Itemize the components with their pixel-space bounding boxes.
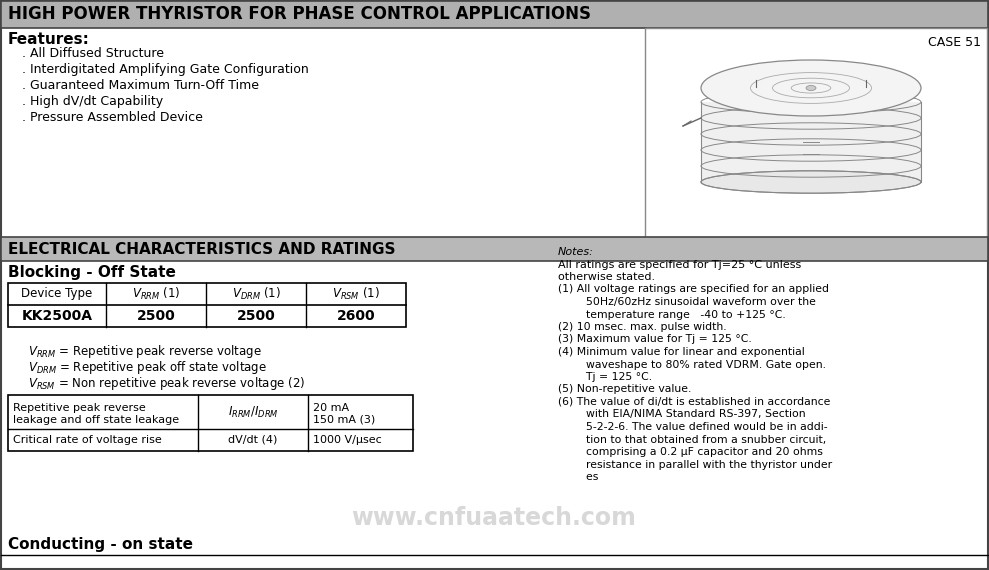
Text: 50Hz/60zHz sinusoidal waveform over the: 50Hz/60zHz sinusoidal waveform over the [558,297,816,307]
Text: 5-2-2-6. The value defined would be in addi-: 5-2-2-6. The value defined would be in a… [558,422,828,432]
Bar [8,283,406,327]
Text: (3) Maximum value for Tj = 125 °C.: (3) Maximum value for Tj = 125 °C. [558,335,752,344]
Text: dV/dt (4): dV/dt (4) [228,435,278,445]
Text: (5) Non-repetitive value.: (5) Non-repetitive value. [558,385,691,394]
Text: otherwise stated.: otherwise stated. [558,272,655,282]
Bar [1,237,988,261]
Text: Blocking - Off State: Blocking - Off State [8,265,176,280]
Text: resistance in parallel with the thyristor under: resistance in parallel with the thyristo… [558,459,832,470]
Text: $V_{RSM}$ = Non repetitive peak reverse voltage (2): $V_{RSM}$ = Non repetitive peak reverse … [28,375,306,392]
Text: $I_{RRM}$/$I_{DRM}$: $I_{RRM}$/$I_{DRM}$ [227,405,278,420]
Text: Repetitive peak reverse: Repetitive peak reverse [13,403,145,413]
Text: 2600: 2600 [336,309,375,323]
Text: with EIA/NIMA Standard RS-397, Section: with EIA/NIMA Standard RS-397, Section [558,409,806,420]
Ellipse shape [701,60,921,116]
Text: www.cnfuaatech.com: www.cnfuaatech.com [351,506,637,530]
Text: . High dV/dt Capability: . High dV/dt Capability [22,95,163,108]
Text: (6) The value of di/dt is established in accordance: (6) The value of di/dt is established in… [558,397,831,407]
Text: All ratings are specified for Tj=25 °C unless: All ratings are specified for Tj=25 °C u… [558,259,801,270]
Text: 20 mA: 20 mA [313,403,349,413]
Ellipse shape [806,86,816,91]
Text: 2500: 2500 [236,309,275,323]
Text: (2) 10 msec. max. pulse width.: (2) 10 msec. max. pulse width. [558,322,727,332]
Text: 2500: 2500 [136,309,175,323]
Text: KK2500A: KK2500A [22,309,93,323]
Ellipse shape [701,171,921,193]
Bar [701,102,921,182]
Bar [645,28,987,238]
Text: leakage and off state leakage: leakage and off state leakage [13,415,179,425]
Text: 1000 V/μsec: 1000 V/μsec [313,435,382,445]
Text: 150 mA (3): 150 mA (3) [313,415,375,425]
Text: Critical rate of voltage rise: Critical rate of voltage rise [13,435,162,445]
Bar [1,1,988,28]
Text: . All Diffused Structure: . All Diffused Structure [22,47,164,60]
Text: $V_{DRM}$ (1): $V_{DRM}$ (1) [231,286,281,302]
Text: (1) All voltage ratings are specified for an applied: (1) All voltage ratings are specified fo… [558,284,829,295]
Text: es: es [558,472,598,482]
Text: Tj = 125 °C.: Tj = 125 °C. [558,372,652,382]
Bar [8,395,413,451]
Text: temperature range   -40 to +125 °C.: temperature range -40 to +125 °C. [558,310,785,320]
Text: waveshape to 80% rated VDRM. Gate open.: waveshape to 80% rated VDRM. Gate open. [558,360,826,369]
Text: $V_{DRM}$ = Repetitive peak off state voltage: $V_{DRM}$ = Repetitive peak off state vo… [28,359,267,376]
Text: HIGH POWER THYRISTOR FOR PHASE CONTROL APPLICATIONS: HIGH POWER THYRISTOR FOR PHASE CONTROL A… [8,5,591,23]
Text: Notes:: Notes: [558,247,593,257]
Text: comprising a 0.2 μF capacitor and 20 ohms: comprising a 0.2 μF capacitor and 20 ohm… [558,447,823,457]
Text: CASE 51: CASE 51 [928,36,981,49]
Text: . Pressure Assembled Device: . Pressure Assembled Device [22,111,203,124]
Text: Conducting - on state: Conducting - on state [8,537,193,552]
Text: Features:: Features: [8,32,90,47]
Text: ELECTRICAL CHARACTERISTICS AND RATINGS: ELECTRICAL CHARACTERISTICS AND RATINGS [8,242,396,256]
Text: $V_{RRM}$ (1): $V_{RRM}$ (1) [132,286,180,302]
Text: . Guaranteed Maximum Turn-Off Time: . Guaranteed Maximum Turn-Off Time [22,79,259,92]
Text: Device Type: Device Type [22,287,93,300]
Text: $V_{RRM}$ = Repetitive peak reverse voltage: $V_{RRM}$ = Repetitive peak reverse volt… [28,343,262,360]
Text: . Interdigitated Amplifying Gate Configuration: . Interdigitated Amplifying Gate Configu… [22,63,309,76]
Text: $V_{RSM}$ (1): $V_{RSM}$ (1) [332,286,380,302]
Text: tion to that obtained from a snubber circuit,: tion to that obtained from a snubber cir… [558,434,826,445]
Text: (4) Minimum value for linear and exponential: (4) Minimum value for linear and exponen… [558,347,805,357]
